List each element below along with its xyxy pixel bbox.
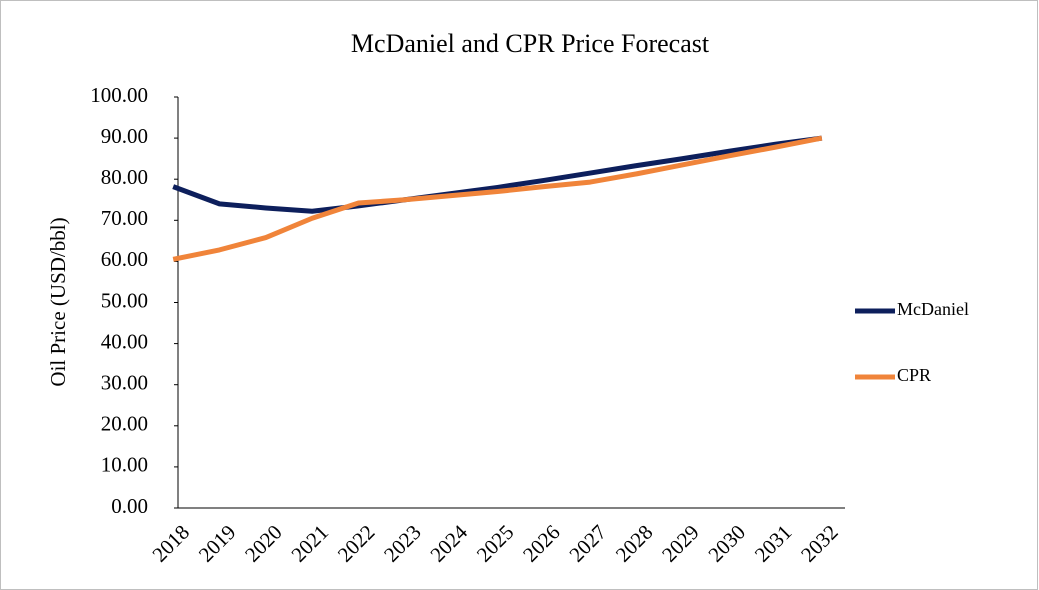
- legend-label: CPR: [897, 365, 931, 385]
- chart-title: McDaniel and CPR Price Forecast: [351, 29, 710, 58]
- y-tick-label: 30.00: [101, 371, 148, 395]
- y-tick-label: 80.00: [101, 165, 148, 189]
- y-tick-label: 60.00: [101, 247, 148, 271]
- y-tick-label: 100.00: [90, 83, 148, 107]
- line-series: [172, 135, 823, 214]
- y-tick-label: 50.00: [101, 288, 148, 312]
- y-axis-label: Oil Price (USD/bbl): [46, 217, 70, 386]
- y-tick-label: 0.00: [111, 494, 148, 518]
- legend-label: McDaniel: [897, 299, 969, 319]
- y-tick-label: 70.00: [101, 206, 148, 230]
- y-tick-label: 10.00: [101, 453, 148, 477]
- y-tick-label: 40.00: [101, 329, 148, 353]
- y-tick-label: 90.00: [101, 124, 148, 148]
- line-series: [172, 135, 823, 262]
- y-tick-label: 20.00: [101, 412, 148, 436]
